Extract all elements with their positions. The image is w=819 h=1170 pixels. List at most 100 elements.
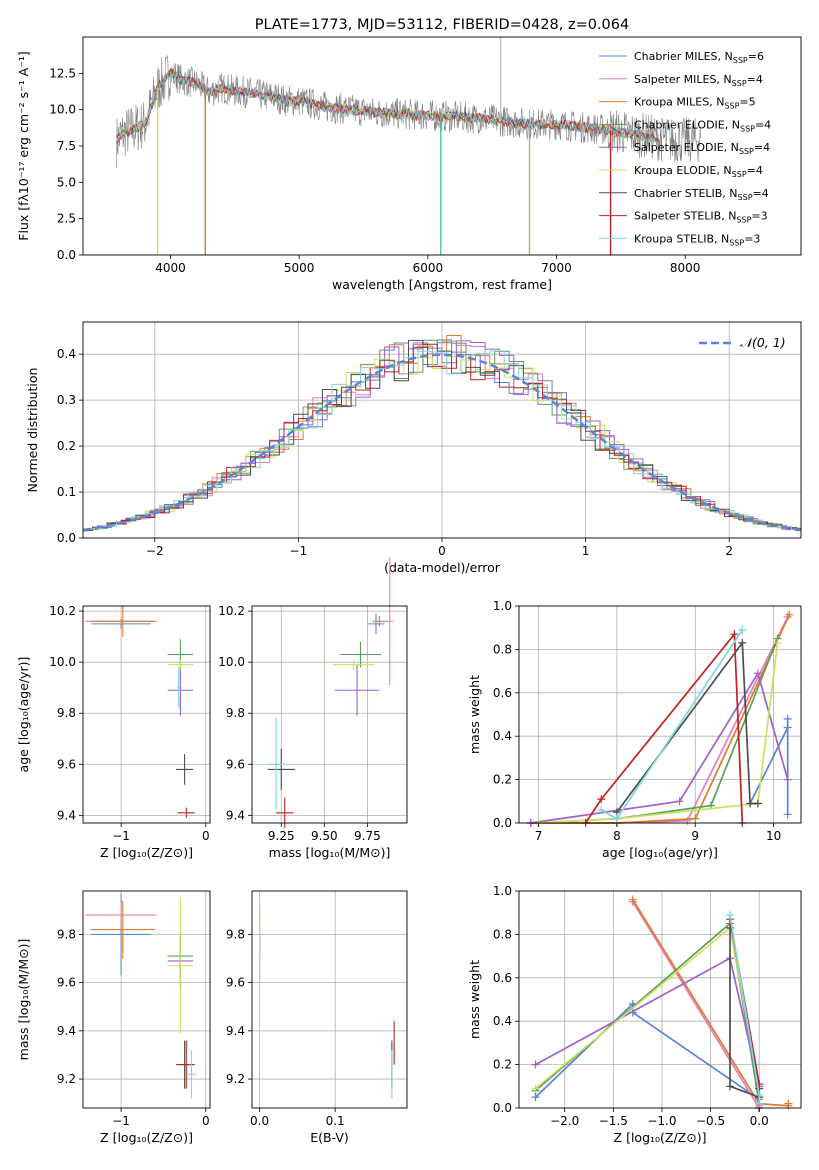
x-tick-label: −2.0 <box>550 1114 579 1128</box>
plot-area <box>531 895 793 1112</box>
panel-mass-vs-z: −1 0 9.2 9.4 9.6 9.8 Z [log₁₀(Z/Z⊙)] mass [log₁… <box>16 890 211 1145</box>
axes-frame <box>518 890 802 1109</box>
plot-area <box>259 898 395 1099</box>
panel-residuals: −2 −1 0 1 2 0.0 0.1 0.2 0.3 0.4 (data-model)/error… <box>25 321 802 575</box>
x-axis-label: E(B-V) <box>310 1130 349 1145</box>
x-tick-label: 0.0 <box>750 1114 769 1128</box>
legend-label-suffix: =4 <box>747 73 763 86</box>
x-axis-label: mass [log₁₀(M/M⊙)] <box>269 845 391 860</box>
legend-label-sub: SSP <box>729 238 744 247</box>
legend-label-suffix: =5 <box>739 96 755 109</box>
mass-weight-line <box>584 631 744 824</box>
x-axis-label: (data-model)/error <box>384 560 501 575</box>
mass-weight-marker <box>531 1060 540 1069</box>
plot-area <box>85 893 196 1099</box>
plot-area <box>83 335 801 533</box>
x-tick-label: 0 <box>202 1114 210 1128</box>
y-tick-label: 9.6 <box>57 976 76 990</box>
legend: Chabrier MILES, NSSP=6 Salpeter MILES, NS… <box>599 50 771 247</box>
y-tick-label: 9.6 <box>226 976 245 990</box>
x-tick-label: 8000 <box>670 261 701 275</box>
x-tick-label: 9.25 <box>268 829 295 843</box>
model-spectrum-line <box>116 67 659 143</box>
x-tick-label: −1.5 <box>599 1114 628 1128</box>
x-tick-label: 6000 <box>413 261 444 275</box>
y-tick-label: 0.4 <box>493 729 512 743</box>
legend-label: 𝒩(0, 1) <box>740 335 786 350</box>
y-tick-label: 0.2 <box>57 439 76 453</box>
mass-weight-marker <box>726 1082 735 1091</box>
panel-weight-vs-age: 7 8 9 10 0.0 0.2 0.4 0.6 0.8 1.0 age [log₁₀(age/yr… <box>467 599 802 860</box>
axes-frame <box>82 321 802 539</box>
axes-frame <box>251 605 408 824</box>
x-tick-label: 2 <box>725 544 733 558</box>
panel-age-vs-mass: 9.25 9.50 9.75 9.4 9.6 9.8 10.0 10.2 mass [log₁₀… <box>218 557 408 860</box>
mass-weight-line <box>538 642 779 824</box>
legend-label: Chabrier MILES, NSSP=6 <box>634 50 764 65</box>
y-tick-label: 9.4 <box>226 1024 245 1038</box>
y-tick-label: 0.2 <box>493 773 512 787</box>
normal-reference-curve <box>83 353 801 532</box>
y-axis-label: Flux [fλ10⁻¹⁷ erg cm⁻² s⁻¹ A⁻¹] <box>16 51 31 240</box>
mass-weight-marker <box>755 1090 764 1099</box>
y-tick-label: 1.0 <box>493 884 512 898</box>
x-axis-label: wavelength [Angstrom, rest frame] <box>332 277 552 292</box>
y-tick-label: 9.6 <box>57 757 76 771</box>
y-tick-label: 0.4 <box>57 347 76 361</box>
legend-label: Kroupa STELIB, NSSP=3 <box>634 232 760 247</box>
mass-weight-line <box>534 1001 761 1101</box>
y-axis-label: age [log₁₀(age/yr)] <box>16 657 31 773</box>
legend-label-sub: SSP <box>724 102 739 111</box>
legend-label-sub: SSP <box>732 170 747 179</box>
mass-weight-marker <box>730 630 739 639</box>
y-tick-label: 10.0 <box>49 103 76 117</box>
y-tick-label: 0.2 <box>493 1058 512 1072</box>
y-tick-label: 9.4 <box>57 1024 76 1038</box>
x-tick-label: −1 <box>112 1114 130 1128</box>
x-tick-label: 9.50 <box>311 829 338 843</box>
y-tick-label: 0.4 <box>493 1014 512 1028</box>
legend-label-suffix: =6 <box>748 50 764 63</box>
x-tick-label: −0.5 <box>696 1114 725 1128</box>
mass-weight-marker <box>783 775 792 784</box>
x-tick-label: 8 <box>613 829 621 843</box>
y-tick-label: 0.1 <box>57 485 76 499</box>
y-tick-label: 9.6 <box>226 757 245 771</box>
mass-weight-marker <box>738 638 747 647</box>
plot-area <box>85 606 195 818</box>
x-tick-label: −1 <box>112 829 130 843</box>
y-tick-label: 5.0 <box>57 175 76 189</box>
x-tick-label: 9.75 <box>354 829 381 843</box>
y-tick-label: 12.5 <box>49 66 76 80</box>
x-axis-label: Z [log₁₀(Z/Z⊙)] <box>100 1130 193 1145</box>
legend-label-suffix: =4 <box>753 187 769 200</box>
x-tick-label: 9 <box>691 829 699 843</box>
legend-label-sub: SSP <box>738 193 753 202</box>
x-tick-label: 5000 <box>284 261 315 275</box>
mass-weight-marker <box>755 1099 764 1108</box>
mass-weight-marker <box>612 814 621 823</box>
y-tick-label: 10.2 <box>218 604 245 618</box>
legend-label-suffix: =4 <box>747 164 763 177</box>
mass-weight-marker <box>783 714 792 723</box>
x-tick-label: 0.0 <box>250 1114 269 1128</box>
y-tick-label: 0.8 <box>493 927 512 941</box>
mass-weight-marker <box>746 799 755 808</box>
axes-frame <box>251 890 408 1109</box>
y-tick-label: 0.6 <box>493 971 512 985</box>
x-axis-label: age [log₁₀(age/yr)] <box>602 845 718 860</box>
x-tick-label: 0 <box>438 544 446 558</box>
y-axis-label: Normed distribution <box>25 368 40 493</box>
mass-weight-marker <box>597 795 606 804</box>
y-tick-label: 9.8 <box>57 927 76 941</box>
x-tick-label: 7000 <box>541 261 572 275</box>
y-tick-label: 0.0 <box>493 1101 512 1115</box>
legend-label: Salpeter STELIB, NSSP=3 <box>634 210 768 225</box>
data-spectrum-line <box>116 55 701 168</box>
y-tick-label: 2.5 <box>57 212 76 226</box>
mass-weight-line <box>749 718 789 815</box>
x-axis-label: Z [log₁₀(Z/Z⊙)] <box>100 845 193 860</box>
y-tick-label: 9.4 <box>226 808 245 822</box>
mass-weight-marker <box>755 1080 764 1089</box>
